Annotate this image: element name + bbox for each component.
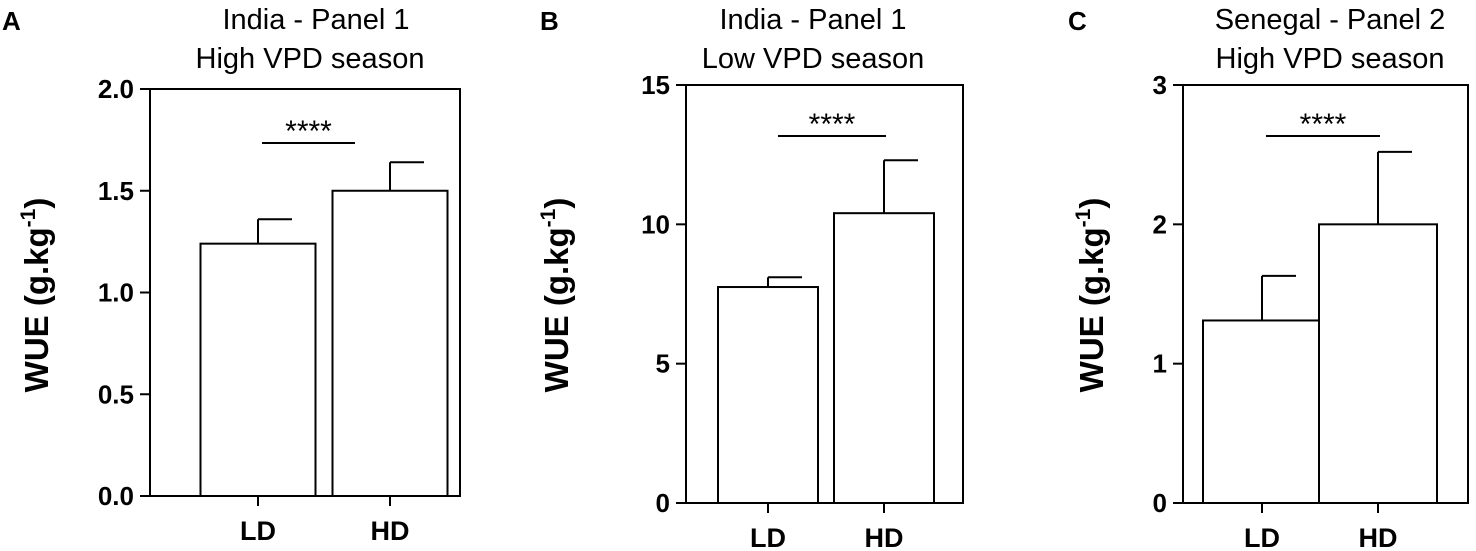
panel-c-category-label-hd: HD xyxy=(1359,523,1398,551)
panel-b-plot-area: 0 5 10 15 LD HD **** xyxy=(641,70,935,551)
panel-c-bar-hd xyxy=(1318,223,1438,504)
panel-c-bar-ld xyxy=(1202,319,1322,504)
panel-b-bar-hd xyxy=(833,212,935,504)
panel-c-y-axis-label: WUE (g.kg-1) xyxy=(1072,198,1110,393)
panel-c-y-tick-label-0: 0 xyxy=(1153,488,1167,518)
panel-c-y-tick-label-2: 2 xyxy=(1153,209,1167,239)
panel-letter-b: B xyxy=(540,6,559,36)
panel-a-y-axis-label: WUE (g.kg-1) xyxy=(17,198,55,393)
panel-a-bar-ld xyxy=(199,242,317,497)
panel-a-plot-area: 0.0 0.5 1.0 1.5 2.0 LD HD **** xyxy=(98,74,449,546)
panel-a-category-label-hd: HD xyxy=(371,516,410,546)
panel-b-category-label-hd: HD xyxy=(865,523,904,551)
panel-a-y-tick-label-2: 1.0 xyxy=(98,278,134,308)
panel-c-y-tick-label-1: 1 xyxy=(1153,349,1167,379)
panel-a-y-tick-label-4: 2.0 xyxy=(98,74,134,104)
panel-letter-c: C xyxy=(1068,6,1087,36)
panel-c-title-line-2: High VPD season xyxy=(1216,43,1445,75)
panel-b-y-tick-label-3: 15 xyxy=(641,70,670,100)
panel-a-significance-marker: **** xyxy=(285,115,332,148)
panel-b-significance-marker: **** xyxy=(809,108,856,141)
panel-b-y-tick-label-1: 5 xyxy=(656,349,670,379)
panel-a-y-tick-label-1: 0.5 xyxy=(98,379,134,409)
panel-c-title-line-1: Senegal - Panel 2 xyxy=(1215,4,1446,36)
panel-a-category-label-ld: LD xyxy=(240,516,276,546)
panel-b-title-line-1: India - Panel 1 xyxy=(719,4,906,36)
panel-letter-a: A xyxy=(2,6,21,36)
panel-c-significance-marker: **** xyxy=(1300,108,1347,141)
panel-b-bar-ld xyxy=(717,286,819,504)
panel-c-category-label-ld: LD xyxy=(1244,523,1280,551)
panel-c: C Senegal - Panel 2 High VPD season WUE … xyxy=(1068,4,1469,551)
panel-a: A India - Panel 1 High VPD season WUE (g… xyxy=(2,4,461,546)
panel-a-title-line-2: High VPD season xyxy=(196,43,425,75)
panel-b-y-tick-label-0: 0 xyxy=(656,488,670,518)
panel-a-bar-hd xyxy=(331,189,449,497)
panel-b-title-line-2: Low VPD season xyxy=(702,43,924,75)
panel-b-plot-frame xyxy=(685,84,964,504)
panel-b-y-tick-label-2: 10 xyxy=(641,209,670,239)
panel-c-y-tick-label-3: 3 xyxy=(1153,70,1167,100)
panel-b: B India - Panel 1 Low VPD season WUE (g.… xyxy=(537,4,964,551)
panel-b-y-axis-label: WUE (g.kg-1) xyxy=(537,198,575,393)
panel-a-title-line-1: India - Panel 1 xyxy=(222,4,409,36)
panel-a-y-tick-label-0: 0.0 xyxy=(98,481,134,511)
panel-b-category-label-ld: LD xyxy=(750,523,786,551)
panel-a-y-tick-label-3: 1.5 xyxy=(98,176,134,206)
panel-c-plot-area: 0 1 2 3 LD HD **** xyxy=(1153,70,1438,551)
